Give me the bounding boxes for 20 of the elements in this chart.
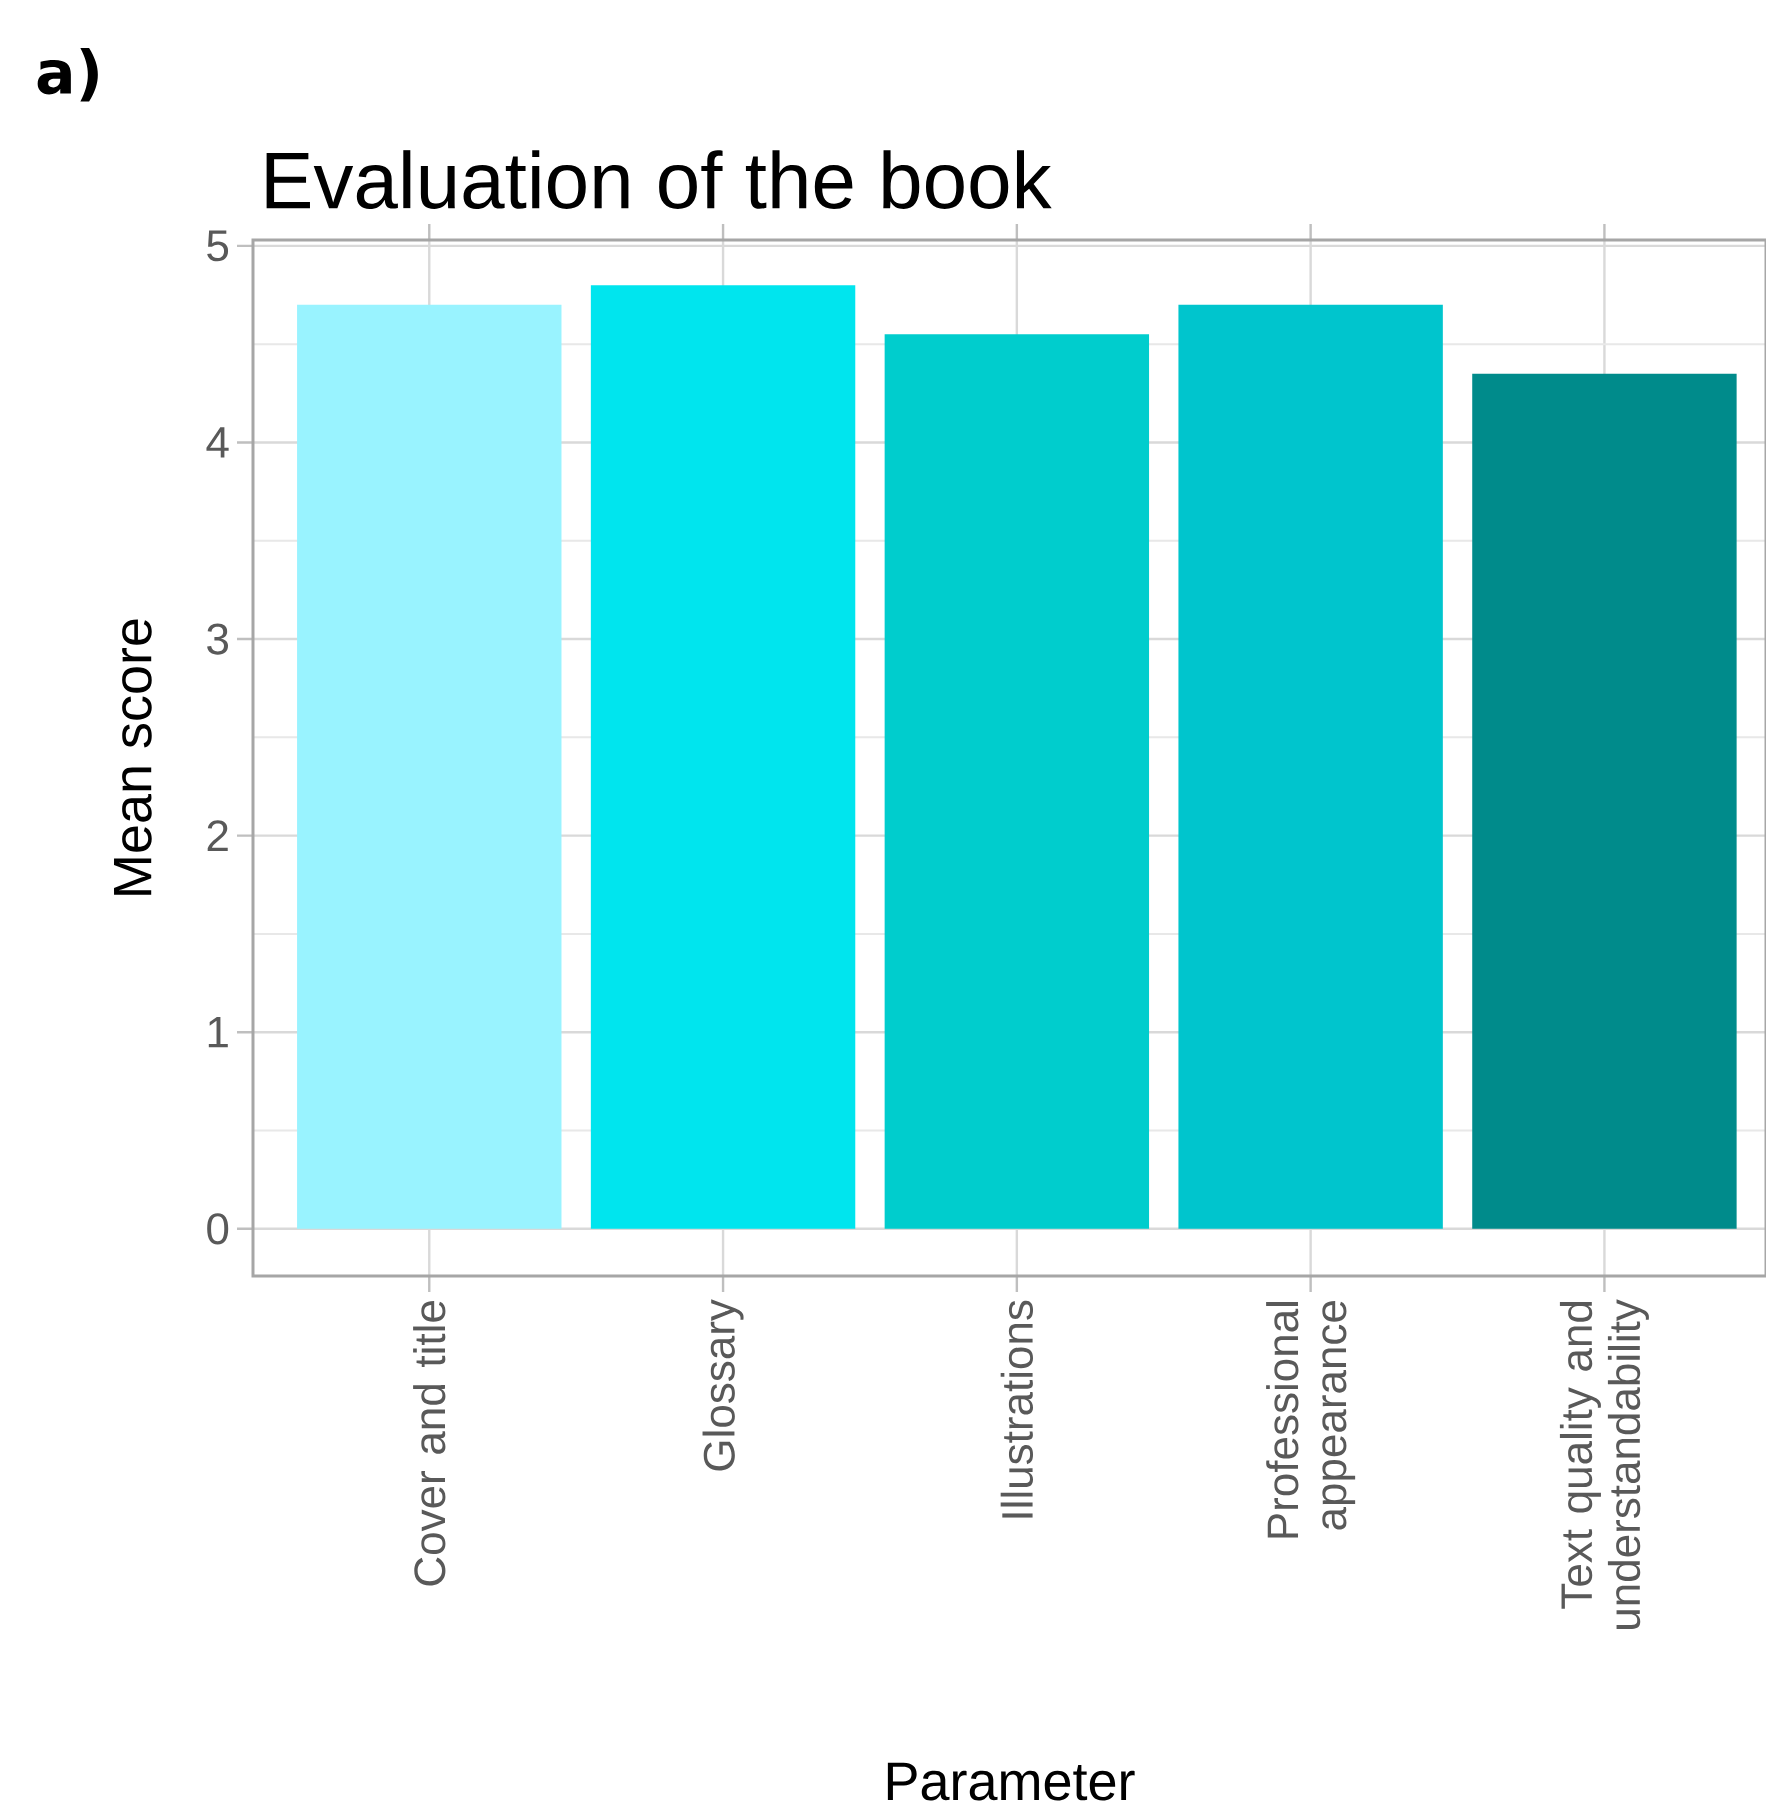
y-tick-label: 4 <box>206 427 229 458</box>
y-tick-label: 5 <box>207 230 229 262</box>
x-tick-label: Illustrations <box>1000 1300 1034 1518</box>
bar <box>1178 304 1443 1229</box>
x-tick-label: Text quality and understandability <box>1559 1299 1649 1629</box>
bar <box>1472 373 1737 1229</box>
x-tick-label: Professional appearance <box>1266 1301 1356 1538</box>
chart-title: Evaluation of the book <box>266 150 1052 209</box>
bar <box>297 304 562 1229</box>
x-axis-title: Parameter <box>887 1762 1135 1801</box>
y-tick-label: 1 <box>208 1017 228 1048</box>
y-tick-label: 0 <box>207 1213 229 1245</box>
text: a) <box>37 48 98 102</box>
bar <box>590 285 856 1229</box>
x-tick-label: Glossary <box>702 1299 744 1471</box>
y-tick-label: 2 <box>207 820 228 852</box>
x-tick-label: Cover and title <box>413 1301 446 1586</box>
y-tick-label: 3 <box>207 623 229 655</box>
bar <box>884 334 1150 1229</box>
y-axis-title: Mean score <box>114 619 152 895</box>
